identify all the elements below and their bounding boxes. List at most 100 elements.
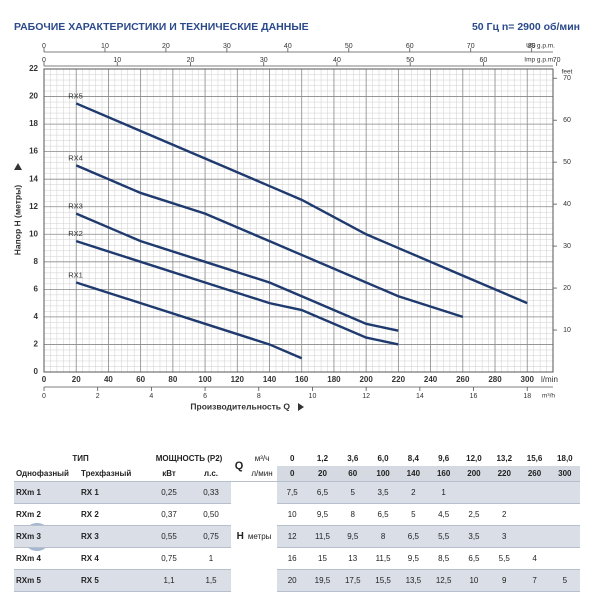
x-axis-arrow — [298, 403, 304, 411]
tick-label: 2 — [96, 393, 100, 400]
tick-label: 40 — [333, 57, 341, 64]
y-axis-title: Напор H (метры) — [12, 185, 22, 256]
table-cell: 17,5 — [337, 569, 368, 592]
table-cell: 1,1 — [147, 569, 192, 592]
table-cell: 9,5 — [307, 503, 338, 526]
table-cell: 19,5 — [307, 569, 338, 592]
table-cell: 300 — [549, 466, 580, 482]
table-cell: м³/ч — [254, 453, 270, 463]
table-cell: 1 — [428, 481, 459, 504]
table-cell: 0,75 — [191, 525, 232, 548]
table-cell: Трехфазный — [79, 466, 148, 482]
table-row: RXm 3 RX 3 0,55 0,75 12 11,5 9,5 8 6,5 5,5 3,5 3 — [14, 525, 580, 548]
table-cell: МОЩНОСТЬ (P2) — [155, 453, 223, 463]
table-cell: 16 — [277, 547, 308, 570]
table-cell: RXm 4 — [14, 547, 79, 570]
table-cell — [549, 503, 580, 526]
pump-curve — [75, 281, 303, 360]
table-cell: RXm 5 — [14, 569, 79, 592]
table-cell: 0,37 — [147, 503, 192, 526]
table-cell: 200 — [458, 466, 490, 482]
table-cell — [549, 525, 580, 548]
tick-label: 30 — [563, 243, 571, 250]
table-cell: 3,5 — [367, 481, 399, 504]
tick-label: 60 — [480, 57, 488, 64]
y-tick-label: 2 — [34, 340, 39, 349]
table-cell: кВт — [147, 466, 192, 482]
y-tick-label: 18 — [29, 119, 38, 128]
tick-label: 30 — [223, 43, 231, 50]
table-cell: 5 — [398, 503, 429, 526]
table-cell: 2 — [489, 503, 520, 526]
x-tick-label: 280 — [488, 375, 502, 384]
x-tick-label: 300 — [521, 375, 535, 384]
table-cell: 0,33 — [191, 481, 232, 504]
x-tick-label: 180 — [327, 375, 341, 384]
tick-label: 70 — [467, 43, 475, 50]
table-cell: 6,5 — [307, 481, 338, 504]
h-label: H — [236, 531, 244, 543]
tick-label: 20 — [187, 57, 195, 64]
tick-label: 16 — [470, 393, 478, 400]
table-cell: 5 — [549, 569, 580, 592]
table-row: RXm 4 RX 4 0,75 1 16 15 13 11,5 9,5 8,5 6,5 5,5 4 — [14, 547, 580, 570]
x-tick-label: 260 — [456, 375, 470, 384]
table-row: Однофазный Трехфазный кВт л.с. л/мин 0 20 60 100… — [14, 466, 580, 482]
tick-label: 8 — [257, 393, 261, 400]
y-tick-label: 22 — [29, 64, 38, 73]
x-tick-label: 200 — [359, 375, 373, 384]
table-cell: RX 4 — [79, 547, 148, 570]
x-tick-label: 140 — [263, 375, 277, 384]
table-cell: 4 — [519, 547, 550, 570]
table-cell: 12,0 — [466, 453, 482, 463]
tick-label: 0 — [42, 43, 46, 50]
table-cell: 1,2 — [316, 453, 329, 463]
y-tick-label: 4 — [34, 312, 39, 321]
tick-label: 30 — [260, 57, 268, 64]
tick-label: 40 — [284, 43, 292, 50]
table-cell: 6,5 — [367, 503, 399, 526]
table-cell — [549, 547, 580, 570]
x-tick-label: 120 — [231, 375, 245, 384]
table-cell: 6,0 — [377, 453, 389, 463]
table-cell: Однофазный — [14, 466, 79, 482]
table-cell: 260 — [519, 466, 550, 482]
table-cell: RX 5 — [79, 569, 148, 592]
x-unit: l/min — [541, 375, 558, 384]
table-cell: 3 — [489, 525, 520, 548]
table-cell: 0 — [289, 453, 295, 463]
plot-frame — [43, 68, 554, 373]
tick-label: 4 — [149, 393, 153, 400]
table-cell — [519, 503, 550, 526]
x-tick-label: 220 — [392, 375, 406, 384]
table-cell — [519, 525, 550, 548]
table-cell: 18,0 — [557, 453, 573, 463]
table-cell — [458, 481, 490, 504]
table-cell: 6,5 — [458, 547, 490, 570]
table-cell: 0,25 — [147, 481, 192, 504]
table-cell: RX 3 — [79, 525, 148, 548]
table-row: RXm 5 RX 5 1,1 1,5 20 19,5 17,5 15,5 13,5 12,5 10 9… — [14, 569, 580, 592]
table-cell: 11,5 — [307, 525, 338, 548]
table-cell: 10 — [458, 569, 490, 592]
table-cell: 10 — [277, 503, 308, 526]
chart: РАБОЧИЕ ХАРАКТЕРИСТИКИ И ТЕХНИЧЕСКИЕ ДАН… — [12, 21, 580, 411]
table-cell: 15 — [307, 547, 338, 570]
axis-unit: Imp g.p.m. — [524, 57, 555, 64]
tick-label: 18 — [523, 393, 531, 400]
tick-label: 70 — [563, 75, 571, 82]
y-tick-label: 20 — [29, 92, 38, 101]
table-cell: 0,50 — [191, 503, 232, 526]
table-cell: 4,5 — [428, 503, 459, 526]
pump-curve — [75, 240, 399, 346]
table-cell: 160 — [428, 466, 459, 482]
tick-label: 10 — [309, 393, 317, 400]
pump-curve — [75, 164, 464, 319]
series-label: RX2 — [68, 229, 83, 238]
y-tick-label: 8 — [34, 257, 39, 266]
table-cell: 0,75 — [147, 547, 192, 570]
tick-label: 6 — [203, 393, 207, 400]
table-cell: 8 — [337, 503, 368, 526]
x-tick-label: 80 — [168, 375, 177, 384]
